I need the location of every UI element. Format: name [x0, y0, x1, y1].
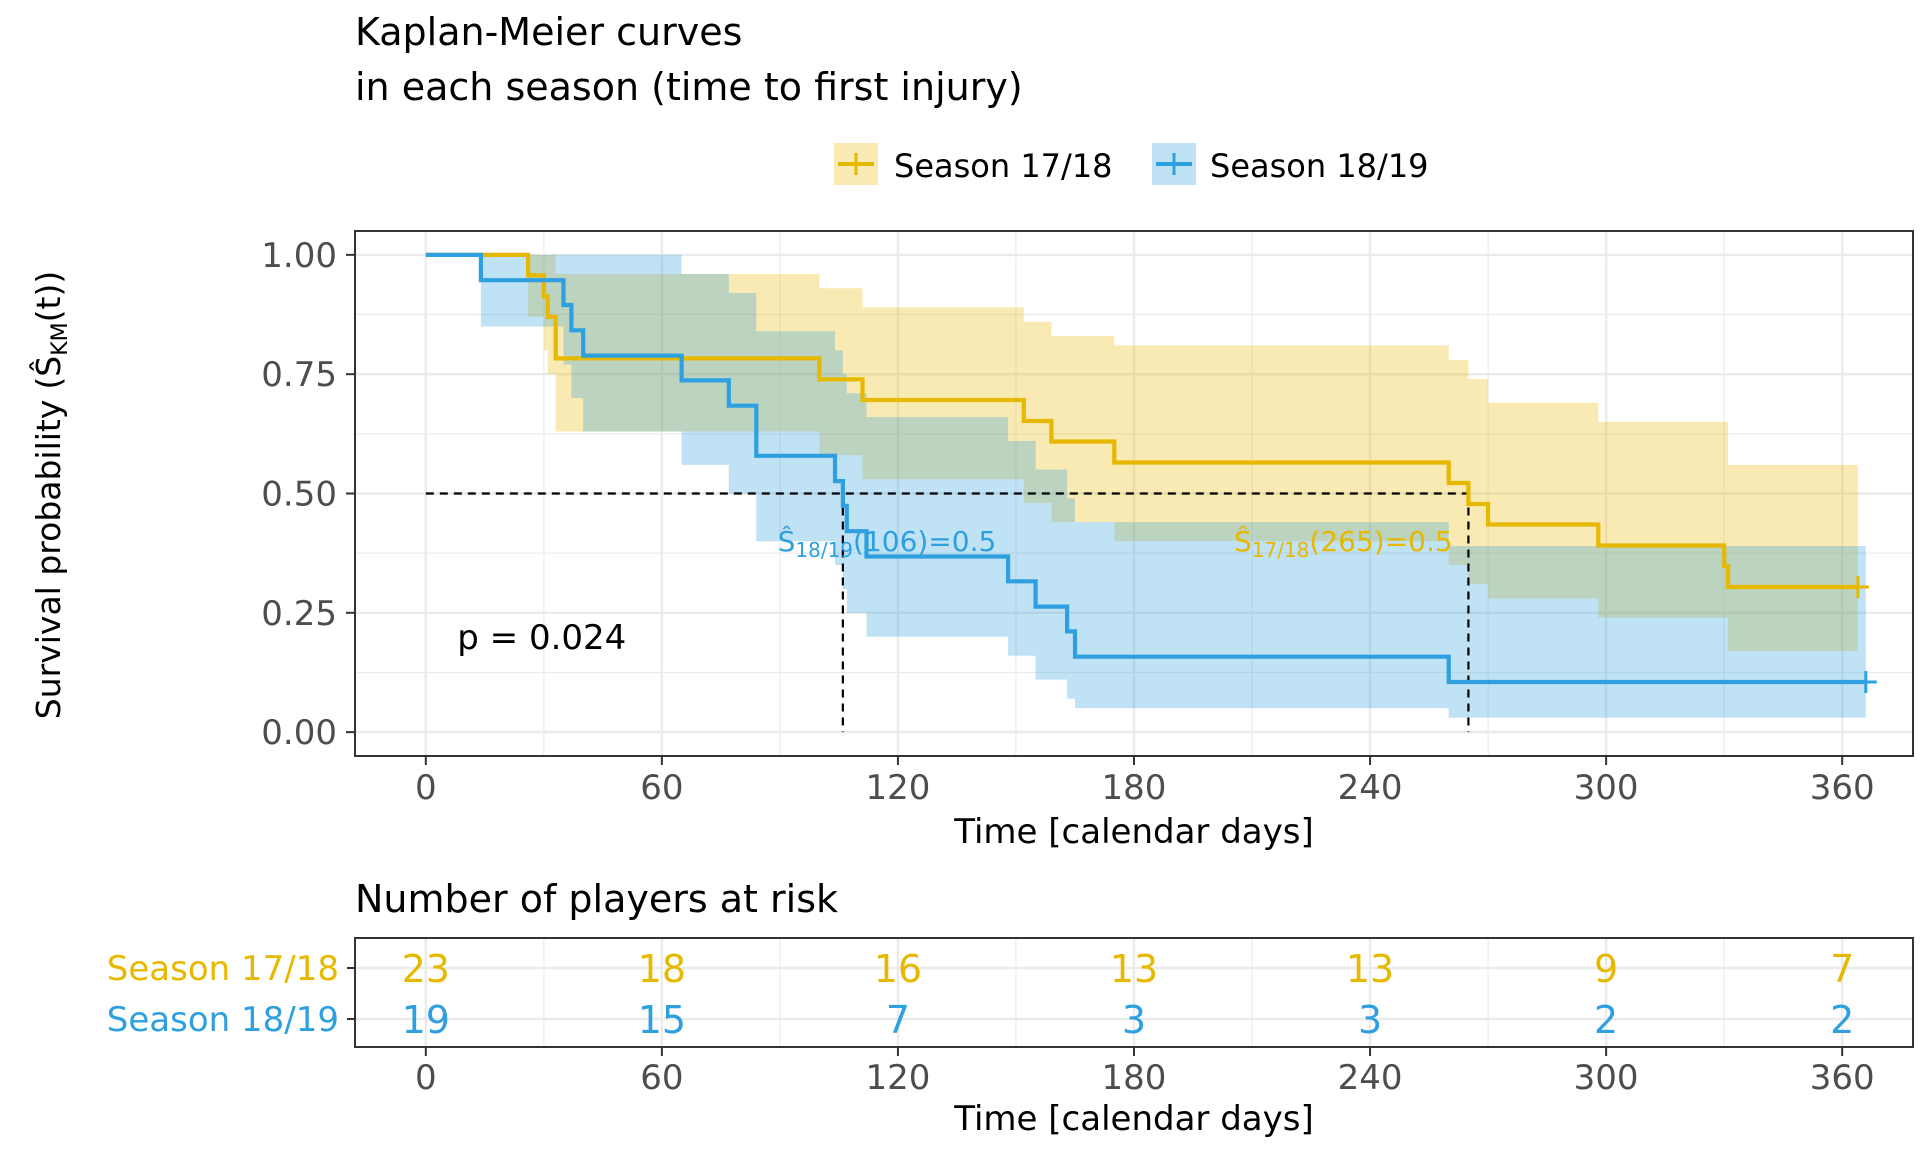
chart-subtitle: in each season (time to first injury) [355, 65, 1023, 109]
risk-table-row-label: Season 17/18 [107, 949, 339, 989]
risk-table-cell: 13 [1110, 947, 1158, 991]
annotation-value: (265)=0.5 [1309, 525, 1452, 558]
risk-table-row-label: Season 18/19 [107, 1000, 339, 1040]
risk-x-tick-label: 300 [1574, 1058, 1639, 1098]
risk-table-cell: 15 [638, 998, 686, 1042]
risk-x-tick-label: 60 [640, 1058, 683, 1098]
y-tick-label: 1.00 [261, 236, 337, 276]
y-tick-label: 0.50 [261, 475, 337, 515]
p-value-label: p = 0.024 [457, 618, 626, 658]
annotation-hat-s: Ŝ [1234, 524, 1252, 558]
risk-table-cell: 18 [638, 947, 686, 991]
legend: Season 17/18 Season 18/19 [834, 143, 1429, 185]
y-axis-title-text: Survival probability [29, 400, 68, 720]
y-axis-title: Survival probability (ŜKM(t)) [28, 271, 73, 719]
y-tick-label: 0.00 [261, 713, 337, 753]
x-tick-label: 60 [640, 768, 683, 808]
confidence-band-season-1718 [425, 254, 1858, 651]
survival-curve-season-1718 [425, 252, 1858, 590]
risk-table-cell: 23 [402, 947, 450, 991]
y-axis-title-math-sub: KM [48, 322, 73, 355]
y-axis-title-math-end: (t)) [29, 271, 68, 323]
y-tick-label: 0.25 [261, 594, 337, 634]
risk-table-cell: 7 [1830, 947, 1854, 991]
risk-table-x-axis-title: Time [calendar days] [953, 1099, 1313, 1139]
x-axis-title: Time [calendar days] [953, 812, 1313, 852]
annotation-hat-s: Ŝ [778, 524, 796, 558]
annotation-value: (106)=0.5 [853, 525, 996, 558]
risk-x-tick-label: 120 [865, 1058, 930, 1098]
legend-label-season-1819: Season 18/19 [1210, 147, 1429, 185]
risk-x-tick-label: 360 [1810, 1058, 1875, 1098]
risk-x-tick-label: 180 [1102, 1058, 1167, 1098]
risk-table-title: Number of players at risk [355, 877, 838, 921]
annotation-subscript: 17/18 [1252, 538, 1310, 562]
risk-table-cell: 2 [1594, 998, 1618, 1042]
risk-table-panel: 23 18 16 13 13 9 7 19 15 7 3 3 2 2 [354, 937, 1914, 1048]
risk-x-tick-label: 0 [415, 1058, 437, 1098]
risk-table-cell: 7 [886, 998, 910, 1042]
y-axis-title-math: (Ŝ [28, 356, 68, 390]
risk-table-cell: 9 [1594, 947, 1618, 991]
x-tick-label: 180 [1102, 768, 1167, 808]
median-annotation-label: Ŝ18/19(106)=0.5 [778, 524, 997, 562]
risk-table-cell: 16 [874, 947, 922, 991]
risk-table-cell: 2 [1830, 998, 1854, 1042]
chart-title: Kaplan-Meier curves [355, 10, 742, 54]
annotation-subscript: 18/19 [795, 538, 853, 562]
risk-table-cell: 3 [1122, 998, 1146, 1042]
x-tick-label: 300 [1574, 768, 1639, 808]
survival-curve-season-1819 [425, 252, 1866, 685]
legend-label-season-1718: Season 17/18 [894, 147, 1113, 185]
risk-x-tick-label: 240 [1338, 1058, 1403, 1098]
confidence-band-season-1819 [425, 254, 1866, 718]
y-axis-title-group: Survival probability (ŜKM(t)) [28, 271, 73, 719]
y-tick-label: 0.75 [261, 355, 337, 395]
risk-table-cell: 13 [1346, 947, 1394, 991]
x-tick-label: 240 [1338, 768, 1403, 808]
x-tick-label: 0 [415, 768, 437, 808]
risk-table-cell: 19 [402, 998, 450, 1042]
x-tick-label: 120 [865, 768, 930, 808]
median-annotation-label: Ŝ17/18(265)=0.5 [1234, 524, 1453, 562]
x-tick-label: 360 [1810, 768, 1875, 808]
survival-plot-panel: Ŝ18/19(106)=0.5 Ŝ17/18(265)=0.5p = 0.024 [354, 230, 1914, 757]
risk-table-cell: 3 [1358, 998, 1382, 1042]
